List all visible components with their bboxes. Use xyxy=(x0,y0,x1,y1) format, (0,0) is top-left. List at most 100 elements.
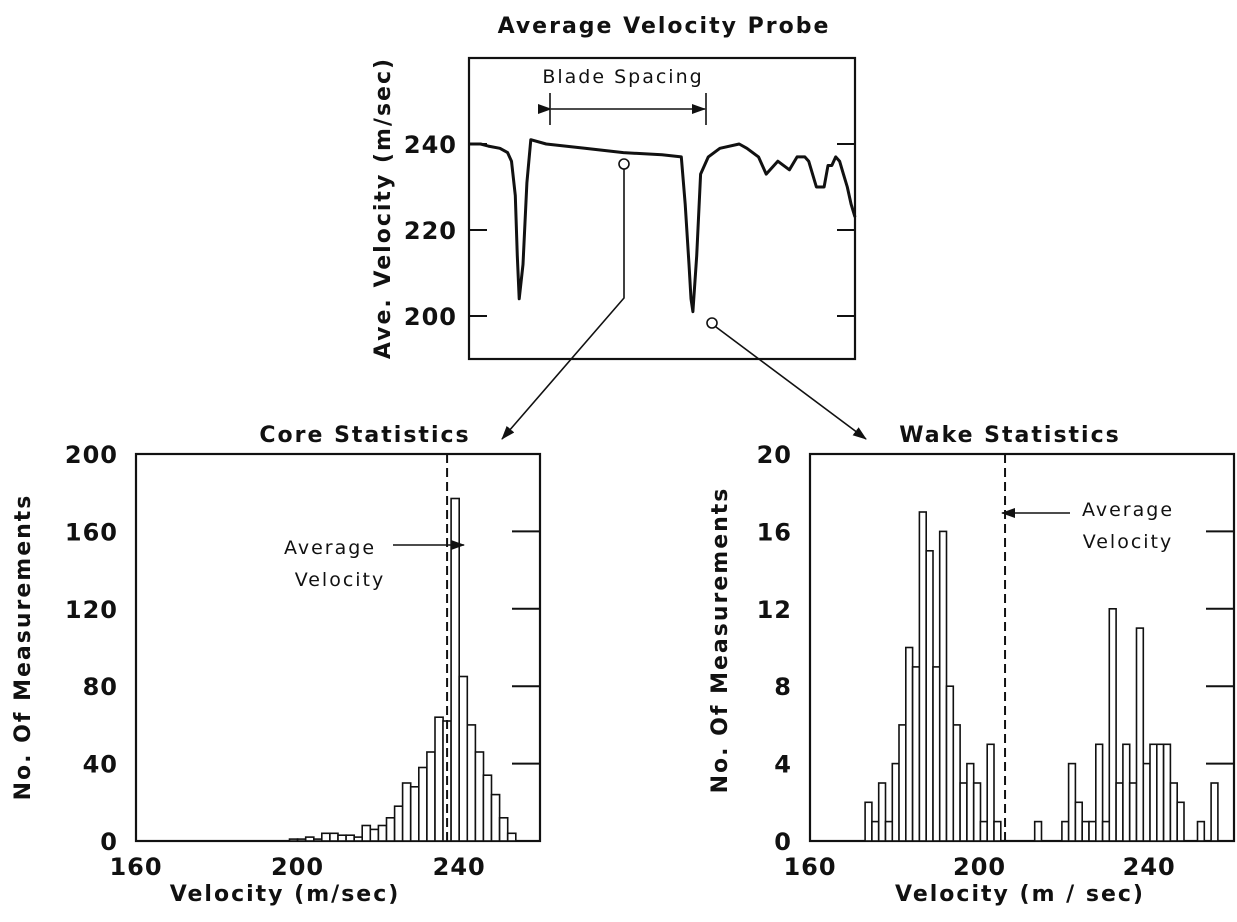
wake-bar xyxy=(904,646,914,842)
core-sample-point xyxy=(618,158,630,170)
wake-axis-ticks: 0 4 8 12 16 20 160 200 240 xyxy=(757,441,1234,881)
wake-bar xyxy=(1095,743,1104,842)
wake-bar xyxy=(986,743,995,842)
core-chart: Core Statistics No. Of Measurements Velo… xyxy=(11,423,542,907)
probe-y-tick-label: 200 xyxy=(404,303,457,331)
core-y-axis-label: No. Of Measurements xyxy=(11,494,36,801)
wake-bar xyxy=(1156,743,1165,842)
core-y-tick-label: 200 xyxy=(65,441,118,469)
wake-bar xyxy=(1176,801,1185,842)
wake-bars xyxy=(864,511,1219,842)
wake-x-axis-label: Velocity (m / sec) xyxy=(895,882,1145,907)
wake-bar xyxy=(1088,820,1097,842)
probe-y-ticks: 200 220 240 xyxy=(404,131,855,331)
wake-bar xyxy=(864,801,873,842)
wake-x-tick-label: 240 xyxy=(1123,853,1176,881)
probe-y-tick-label: 240 xyxy=(404,131,457,159)
core-bar xyxy=(353,836,364,842)
core-bar xyxy=(377,824,388,842)
core-bar xyxy=(506,832,517,842)
core-average-label-line1: Average xyxy=(284,537,376,559)
wake-y-tick-label: 20 xyxy=(757,441,792,469)
wake-bar xyxy=(932,666,941,842)
core-average-label-line2: Velocity xyxy=(295,569,386,591)
core-bar xyxy=(337,834,347,842)
wake-bar xyxy=(966,762,975,842)
wake-y-tick-label: 0 xyxy=(774,828,792,856)
wake-bar xyxy=(952,724,961,842)
wake-y-tick-label: 4 xyxy=(774,751,792,779)
core-bar xyxy=(369,828,380,842)
wake-bar xyxy=(1122,743,1131,842)
core-x-tick-label: 160 xyxy=(109,853,162,881)
wake-y-axis-label: No. Of Measurements xyxy=(708,487,733,794)
core-bar xyxy=(466,724,477,842)
core-bar xyxy=(458,675,469,842)
wake-bar xyxy=(1142,762,1151,842)
core-y-tick-label: 80 xyxy=(83,673,118,701)
wake-bar xyxy=(1108,607,1117,842)
wake-bar xyxy=(1135,627,1145,842)
wake-bar xyxy=(884,820,894,842)
probe-chart: Average Velocity Probe Ave. Velocity (m/… xyxy=(371,14,867,440)
core-y-tick-label: 0 xyxy=(100,828,118,856)
wake-bar xyxy=(938,530,948,842)
core-bar xyxy=(474,751,485,842)
core-y-tick-label: 160 xyxy=(65,518,118,546)
wake-frame xyxy=(808,452,1236,843)
wake-bar xyxy=(1169,782,1179,842)
core-bar xyxy=(450,497,461,842)
wake-bar xyxy=(1033,820,1043,842)
wake-title: Wake Statistics xyxy=(899,423,1121,448)
wake-sample-point xyxy=(706,317,718,329)
core-bar xyxy=(401,782,412,842)
wake-bar xyxy=(1149,743,1158,842)
blade-spacing-label: Blade Spacing xyxy=(542,66,703,88)
wake-average-label-line2: Velocity xyxy=(1083,531,1174,553)
core-bar xyxy=(417,766,428,842)
wake-bar xyxy=(877,782,887,842)
wake-bar xyxy=(871,820,880,842)
core-bar xyxy=(288,838,299,842)
core-bar xyxy=(434,716,444,842)
wake-bar xyxy=(1128,782,1138,842)
core-bar xyxy=(296,838,307,842)
wake-y-tick-label: 8 xyxy=(774,673,792,701)
probe-velocity-curve xyxy=(469,138,857,314)
probe-title: Average Velocity Probe xyxy=(498,14,831,39)
wake-bar xyxy=(1115,782,1124,842)
core-bar xyxy=(426,751,436,842)
wake-bar xyxy=(979,820,989,842)
core-connector-arrow xyxy=(501,169,625,440)
wake-bar xyxy=(959,782,968,842)
core-bar xyxy=(393,805,404,842)
wake-connector-arrow xyxy=(715,326,867,440)
probe-y-axis-label: Ave. Velocity (m/sec) xyxy=(371,57,396,359)
probe-frame xyxy=(467,56,857,361)
wake-average-label-line1: Average xyxy=(1082,499,1174,521)
core-bar xyxy=(361,824,372,842)
wake-bar xyxy=(891,762,900,842)
wake-y-tick-label: 16 xyxy=(757,518,792,546)
core-x-tick-label: 200 xyxy=(271,853,324,881)
wake-bar xyxy=(1162,743,1172,842)
wake-bar xyxy=(1067,762,1077,842)
core-x-tick-label: 240 xyxy=(433,853,486,881)
core-bar xyxy=(498,816,509,842)
core-bar xyxy=(329,832,339,842)
core-y-tick-label: 40 xyxy=(83,751,118,779)
wake-bar xyxy=(1061,820,1070,842)
wake-bar xyxy=(993,820,1002,842)
wake-bar xyxy=(1074,801,1084,842)
wake-x-tick-label: 200 xyxy=(953,853,1006,881)
core-bar xyxy=(385,816,396,842)
wake-bar xyxy=(1210,782,1219,842)
core-bar xyxy=(409,785,420,842)
wake-chart: Wake Statistics No. Of Measurements Velo… xyxy=(708,423,1236,907)
wake-bar xyxy=(1081,820,1090,842)
wake-bar xyxy=(918,511,928,842)
probe-y-tick-label: 220 xyxy=(404,217,457,245)
wake-bar xyxy=(911,666,921,842)
wake-bar xyxy=(972,782,982,842)
core-title: Core Statistics xyxy=(259,423,470,448)
